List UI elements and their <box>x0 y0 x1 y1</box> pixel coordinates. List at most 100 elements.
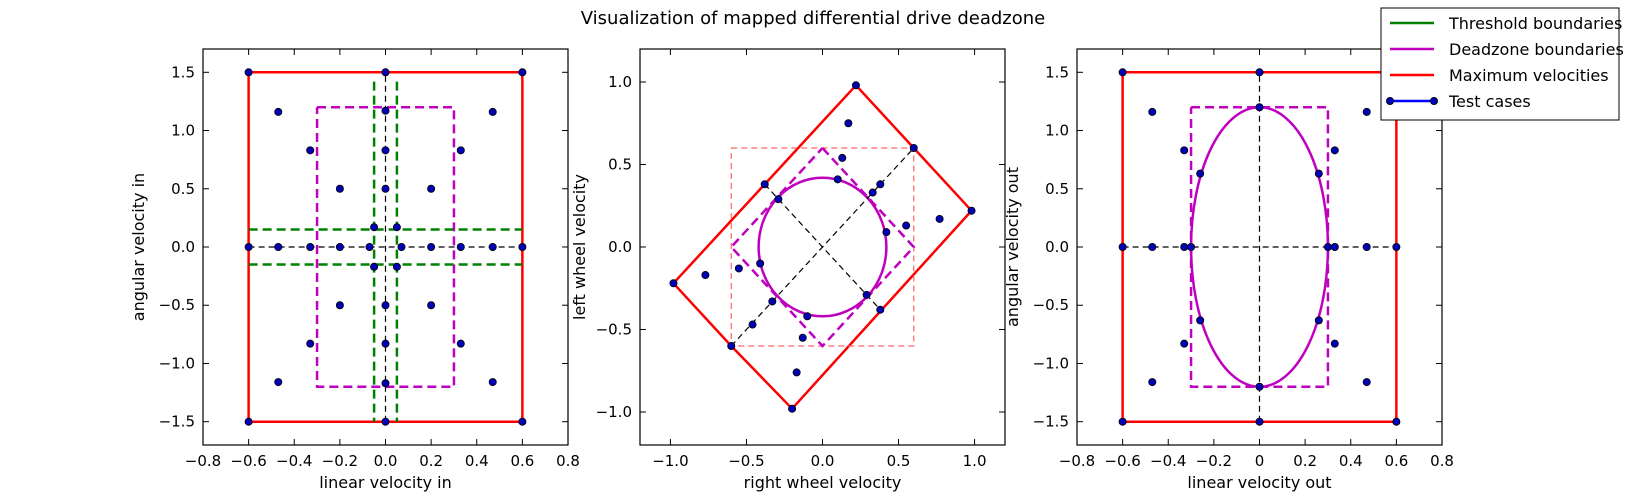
subplot-2-test-point <box>868 188 877 197</box>
y-tick-label: 1.5 <box>171 63 195 81</box>
y-axis-label: left wheel velocity <box>570 174 589 320</box>
subplot-2-test-point <box>774 195 783 204</box>
subplot-3-test-point <box>1196 316 1205 325</box>
y-tick-label: 0.5 <box>1045 180 1069 198</box>
subplot-1-test-point <box>381 106 390 115</box>
x-tick-label: −0.2 <box>322 452 358 470</box>
y-tick-label: 1.0 <box>608 73 632 91</box>
subplot-3-test-point <box>1148 242 1157 251</box>
subplot-1-test-point <box>274 378 283 387</box>
subplot-1-test-point <box>381 379 390 388</box>
subplot-3-test-point <box>1255 417 1264 426</box>
subplot-1-test-point <box>488 378 497 387</box>
legend-label: Threshold boundaries <box>1448 14 1622 33</box>
subplot-2-test-point <box>727 341 736 350</box>
subplot-2: −1.0 −0.5 0.0 0.5 1.0 −1.0 −0.5 0.0 0.5 1.0 right … <box>570 48 1006 492</box>
subplot-2-test-point <box>701 271 710 280</box>
x-tick-label: −1.0 <box>652 452 688 470</box>
subplot-1-test-point <box>244 242 253 251</box>
subplot-2-test-point <box>788 404 797 413</box>
subplot-3-test-point <box>1148 378 1157 387</box>
subplot-1-test-point <box>370 262 379 271</box>
subplot-2-test-point <box>798 333 807 342</box>
x-tick-label: 0.4 <box>465 452 489 470</box>
subplot-3-test-point <box>1392 242 1401 251</box>
subplot-1-test-point <box>381 146 390 155</box>
subplot-3-test-point <box>1196 169 1205 178</box>
x-tick-label: 0.6 <box>1384 452 1408 470</box>
subplot-1-test-point <box>488 242 497 251</box>
subplot-1-test-point <box>335 184 344 193</box>
y-tick-label: −1.5 <box>1033 413 1069 431</box>
legend: Threshold boundaries Deadzone boundaries M… <box>1380 7 1624 121</box>
subplot-1-test-point <box>518 417 527 426</box>
subplot-1-test-point <box>381 184 390 193</box>
subplot-1-test-point <box>397 242 406 251</box>
subplot-1-test-point <box>381 339 390 348</box>
y-tick-label: 0.0 <box>608 238 632 256</box>
legend-label: Deadzone boundaries <box>1449 40 1624 59</box>
x-tick-label: 0.6 <box>510 452 534 470</box>
y-tick-label: −1.5 <box>159 413 195 431</box>
x-tick-label: 0.5 <box>887 452 911 470</box>
subplot-1-test-point <box>427 184 436 193</box>
subplot-2-test-point <box>833 175 842 184</box>
subplot-3-test-point <box>1180 242 1189 251</box>
subplot-1-test-point <box>335 301 344 310</box>
y-tick-label: 1.0 <box>171 122 195 140</box>
subplot-1-test-point <box>427 242 436 251</box>
subplot-3-test-point <box>1323 242 1332 251</box>
subplot-3-test-point <box>1180 146 1189 155</box>
subplot-2-test-point <box>909 143 918 152</box>
subplot-2-series-2-polyline <box>730 147 915 347</box>
subplot-2-test-point <box>862 290 871 299</box>
x-tick-label: −0.5 <box>728 452 764 470</box>
subplot-3-test-point <box>1255 68 1264 77</box>
subplot-1-series-2-polyline <box>315 105 456 389</box>
x-tick-label: 0.8 <box>556 452 580 470</box>
y-tick-label: 0.5 <box>171 180 195 198</box>
x-tick-label: −0.6 <box>1104 452 1140 470</box>
x-axis-label: linear velocity out <box>1187 473 1331 492</box>
subplot-2-test-point <box>935 214 944 223</box>
plot-area <box>1121 71 1398 423</box>
subplot-3: −0.8 −0.6 −0.4 −0.2 0 0.2 0.4 0.6 0.8 −1.5 −1.0 −0.… <box>1003 48 1454 492</box>
x-tick-label: −0.8 <box>1059 452 1095 470</box>
subplot-3-test-point <box>1118 242 1127 251</box>
subplot-1-test-point <box>488 107 497 116</box>
y-tick-label: −0.5 <box>596 321 632 339</box>
subplot-2-test-point <box>803 312 812 321</box>
x-tick-label: 0 <box>1255 452 1265 470</box>
y-tick-label: 0.0 <box>171 238 195 256</box>
subplot-3-test-point <box>1362 242 1371 251</box>
subplot-1-test-point <box>381 68 390 77</box>
plot-area <box>247 71 524 423</box>
subplot-2-test-point <box>882 228 891 237</box>
subplot-1-test-point <box>392 223 401 232</box>
subplot-3-test-point <box>1330 242 1339 251</box>
subplot-2-test-point <box>851 81 860 90</box>
x-axis-label: right wheel velocity <box>744 473 902 492</box>
y-tick-label: 1.0 <box>1045 122 1069 140</box>
subplot-2-test-point <box>844 119 853 128</box>
subplot-2-test-point <box>876 305 885 314</box>
subplot-1-test-point <box>381 301 390 310</box>
y-tick-label: −1.0 <box>159 354 195 372</box>
subplot-1-test-point <box>456 339 465 348</box>
legend-marker <box>1386 97 1395 106</box>
subplot-1-test-point <box>456 146 465 155</box>
subplot-2-test-point <box>756 259 765 268</box>
subplot-1-test-point <box>335 242 344 251</box>
x-tick-label: 1.0 <box>963 452 987 470</box>
subplot-2-test-point <box>760 180 769 189</box>
x-tick-label: 0.8 <box>1430 452 1454 470</box>
subplot-3-test-point <box>1255 103 1264 112</box>
subplot-2-series-5-segment-2 <box>764 183 881 311</box>
subplot-3-test-point <box>1118 68 1127 77</box>
y-tick-label: 0.5 <box>608 156 632 174</box>
subplot-3-test-point <box>1314 169 1323 178</box>
x-tick-label: 0.0 <box>374 452 398 470</box>
subplot-2-test-point <box>748 320 757 329</box>
y-tick-label: −0.5 <box>1033 296 1069 314</box>
